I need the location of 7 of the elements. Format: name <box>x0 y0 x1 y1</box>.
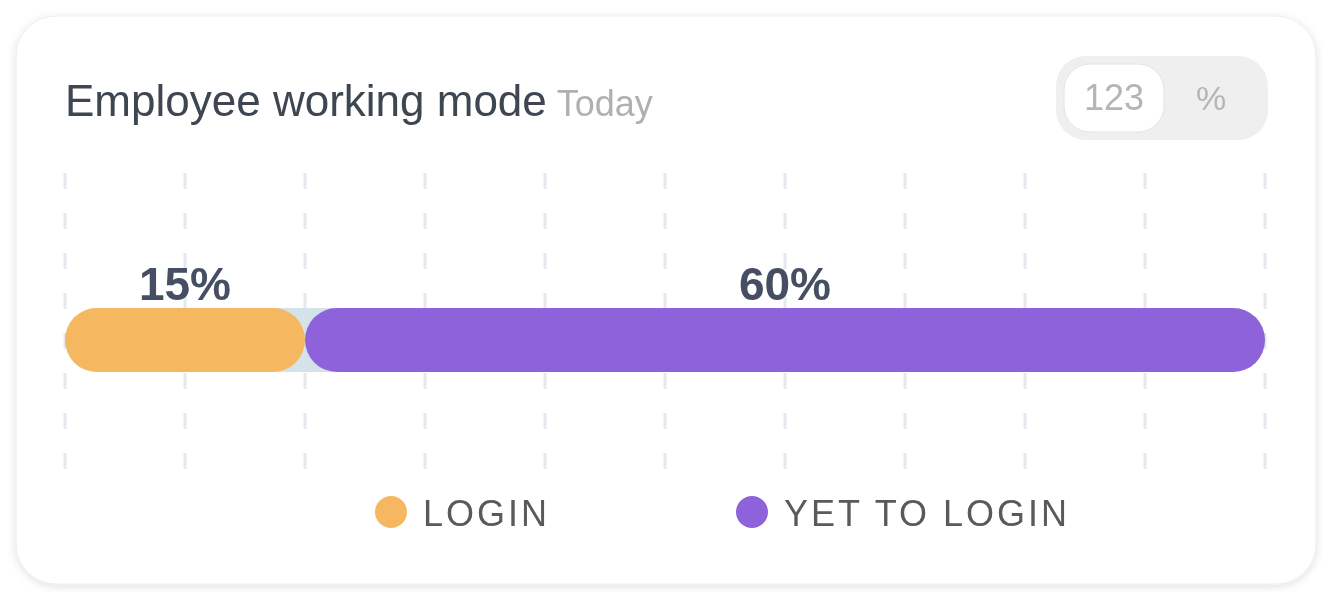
chart-subtitle: Today <box>556 83 653 124</box>
legend-label: LOGIN <box>423 493 551 534</box>
toggle-switch: 123 % <box>1056 56 1268 140</box>
data-label: 60% <box>738 258 832 310</box>
chart-title: Employee working mode <box>65 76 547 125</box>
legend-label: YET TO LOGIN <box>784 493 1071 534</box>
data-label: 15% <box>138 258 232 310</box>
